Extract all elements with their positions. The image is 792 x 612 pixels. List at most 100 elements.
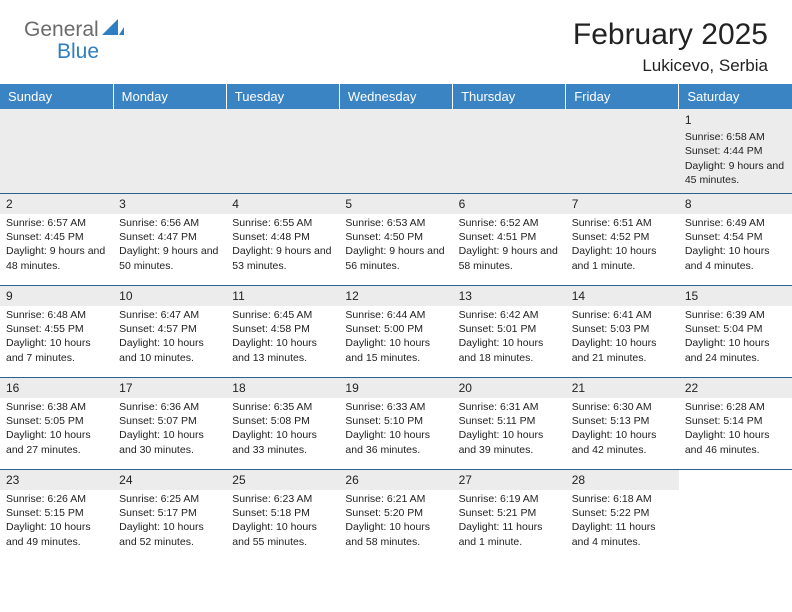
calendar-cell: 20Sunrise: 6:31 AMSunset: 5:11 PMDayligh… <box>453 377 566 469</box>
title-block: February 2025 Lukicevo, Serbia <box>573 18 768 76</box>
day-number: 17 <box>113 378 226 398</box>
day-number: 8 <box>679 194 792 214</box>
calendar-cell <box>113 109 226 193</box>
logo-sail-icon <box>102 19 124 42</box>
calendar-table: SundayMondayTuesdayWednesdayThursdayFrid… <box>0 84 792 561</box>
calendar-cell: 21Sunrise: 6:30 AMSunset: 5:13 PMDayligh… <box>566 377 679 469</box>
day-number: 11 <box>226 286 339 306</box>
calendar-cell: 10Sunrise: 6:47 AMSunset: 4:57 PMDayligh… <box>113 285 226 377</box>
logo-text-general: General <box>24 18 99 42</box>
day-number: 16 <box>0 378 113 398</box>
day-details: Sunrise: 6:47 AMSunset: 4:57 PMDaylight:… <box>119 308 220 365</box>
calendar-cell: 24Sunrise: 6:25 AMSunset: 5:17 PMDayligh… <box>113 469 226 561</box>
day-details: Sunrise: 6:41 AMSunset: 5:03 PMDaylight:… <box>572 308 673 365</box>
calendar-cell: 23Sunrise: 6:26 AMSunset: 5:15 PMDayligh… <box>0 469 113 561</box>
day-details: Sunrise: 6:23 AMSunset: 5:18 PMDaylight:… <box>232 492 333 549</box>
location: Lukicevo, Serbia <box>573 56 768 76</box>
calendar-cell <box>339 109 452 193</box>
day-number: 9 <box>0 286 113 306</box>
calendar-cell <box>679 469 792 561</box>
calendar-cell: 9Sunrise: 6:48 AMSunset: 4:55 PMDaylight… <box>0 285 113 377</box>
calendar-cell: 5Sunrise: 6:53 AMSunset: 4:50 PMDaylight… <box>339 193 452 285</box>
day-details: Sunrise: 6:51 AMSunset: 4:52 PMDaylight:… <box>572 216 673 273</box>
day-header: Monday <box>113 84 226 109</box>
calendar-cell: 1Sunrise: 6:58 AMSunset: 4:44 PMDaylight… <box>679 109 792 193</box>
day-number: 13 <box>453 286 566 306</box>
calendar-cell <box>226 109 339 193</box>
day-details: Sunrise: 6:39 AMSunset: 5:04 PMDaylight:… <box>685 308 786 365</box>
day-number: 24 <box>113 470 226 490</box>
day-number: 23 <box>0 470 113 490</box>
calendar-week-row: 16Sunrise: 6:38 AMSunset: 5:05 PMDayligh… <box>0 377 792 469</box>
calendar-cell: 17Sunrise: 6:36 AMSunset: 5:07 PMDayligh… <box>113 377 226 469</box>
day-number: 20 <box>453 378 566 398</box>
day-details: Sunrise: 6:21 AMSunset: 5:20 PMDaylight:… <box>345 492 446 549</box>
calendar-cell: 26Sunrise: 6:21 AMSunset: 5:20 PMDayligh… <box>339 469 452 561</box>
day-details: Sunrise: 6:19 AMSunset: 5:21 PMDaylight:… <box>459 492 560 549</box>
day-number: 6 <box>453 194 566 214</box>
day-details: Sunrise: 6:57 AMSunset: 4:45 PMDaylight:… <box>6 216 107 273</box>
day-details: Sunrise: 6:35 AMSunset: 5:08 PMDaylight:… <box>232 400 333 457</box>
day-number: 12 <box>339 286 452 306</box>
day-details: Sunrise: 6:38 AMSunset: 5:05 PMDaylight:… <box>6 400 107 457</box>
calendar-cell: 6Sunrise: 6:52 AMSunset: 4:51 PMDaylight… <box>453 193 566 285</box>
calendar-cell: 8Sunrise: 6:49 AMSunset: 4:54 PMDaylight… <box>679 193 792 285</box>
day-number: 2 <box>0 194 113 214</box>
calendar-cell: 14Sunrise: 6:41 AMSunset: 5:03 PMDayligh… <box>566 285 679 377</box>
month-title: February 2025 <box>573 18 768 52</box>
calendar-cell: 7Sunrise: 6:51 AMSunset: 4:52 PMDaylight… <box>566 193 679 285</box>
day-number: 14 <box>566 286 679 306</box>
day-details: Sunrise: 6:31 AMSunset: 5:11 PMDaylight:… <box>459 400 560 457</box>
day-details: Sunrise: 6:58 AMSunset: 4:44 PMDaylight:… <box>685 130 786 187</box>
day-number: 22 <box>679 378 792 398</box>
day-details: Sunrise: 6:28 AMSunset: 5:14 PMDaylight:… <box>685 400 786 457</box>
calendar-cell: 11Sunrise: 6:45 AMSunset: 4:58 PMDayligh… <box>226 285 339 377</box>
day-header: Saturday <box>679 84 792 109</box>
calendar-cell <box>453 109 566 193</box>
logo: General Blue <box>24 18 124 42</box>
day-number: 18 <box>226 378 339 398</box>
header: General Blue February 2025 Lukicevo, Ser… <box>0 0 792 84</box>
calendar-cell: 27Sunrise: 6:19 AMSunset: 5:21 PMDayligh… <box>453 469 566 561</box>
day-number: 5 <box>339 194 452 214</box>
day-details: Sunrise: 6:33 AMSunset: 5:10 PMDaylight:… <box>345 400 446 457</box>
day-number: 28 <box>566 470 679 490</box>
day-header: Wednesday <box>339 84 452 109</box>
calendar-cell: 16Sunrise: 6:38 AMSunset: 5:05 PMDayligh… <box>0 377 113 469</box>
day-number: 26 <box>339 470 452 490</box>
calendar-cell: 28Sunrise: 6:18 AMSunset: 5:22 PMDayligh… <box>566 469 679 561</box>
calendar-cell: 22Sunrise: 6:28 AMSunset: 5:14 PMDayligh… <box>679 377 792 469</box>
calendar-cell: 15Sunrise: 6:39 AMSunset: 5:04 PMDayligh… <box>679 285 792 377</box>
calendar-cell: 2Sunrise: 6:57 AMSunset: 4:45 PMDaylight… <box>0 193 113 285</box>
calendar-cell: 25Sunrise: 6:23 AMSunset: 5:18 PMDayligh… <box>226 469 339 561</box>
day-details: Sunrise: 6:45 AMSunset: 4:58 PMDaylight:… <box>232 308 333 365</box>
logo-text-blue: Blue <box>57 40 99 64</box>
day-details: Sunrise: 6:49 AMSunset: 4:54 PMDaylight:… <box>685 216 786 273</box>
calendar-header-row: SundayMondayTuesdayWednesdayThursdayFrid… <box>0 84 792 109</box>
day-details: Sunrise: 6:26 AMSunset: 5:15 PMDaylight:… <box>6 492 107 549</box>
day-header: Thursday <box>453 84 566 109</box>
day-number: 4 <box>226 194 339 214</box>
day-number: 27 <box>453 470 566 490</box>
day-details: Sunrise: 6:44 AMSunset: 5:00 PMDaylight:… <box>345 308 446 365</box>
calendar-cell: 18Sunrise: 6:35 AMSunset: 5:08 PMDayligh… <box>226 377 339 469</box>
day-details: Sunrise: 6:52 AMSunset: 4:51 PMDaylight:… <box>459 216 560 273</box>
day-number: 3 <box>113 194 226 214</box>
calendar-cell: 3Sunrise: 6:56 AMSunset: 4:47 PMDaylight… <box>113 193 226 285</box>
day-header: Tuesday <box>226 84 339 109</box>
day-number: 19 <box>339 378 452 398</box>
calendar-week-row: 9Sunrise: 6:48 AMSunset: 4:55 PMDaylight… <box>0 285 792 377</box>
calendar-cell: 4Sunrise: 6:55 AMSunset: 4:48 PMDaylight… <box>226 193 339 285</box>
calendar-cell <box>0 109 113 193</box>
calendar-week-row: 2Sunrise: 6:57 AMSunset: 4:45 PMDaylight… <box>0 193 792 285</box>
day-details: Sunrise: 6:30 AMSunset: 5:13 PMDaylight:… <box>572 400 673 457</box>
day-number: 21 <box>566 378 679 398</box>
calendar-cell: 13Sunrise: 6:42 AMSunset: 5:01 PMDayligh… <box>453 285 566 377</box>
day-details: Sunrise: 6:55 AMSunset: 4:48 PMDaylight:… <box>232 216 333 273</box>
calendar-cell: 19Sunrise: 6:33 AMSunset: 5:10 PMDayligh… <box>339 377 452 469</box>
day-header: Friday <box>566 84 679 109</box>
day-details: Sunrise: 6:48 AMSunset: 4:55 PMDaylight:… <box>6 308 107 365</box>
day-details: Sunrise: 6:53 AMSunset: 4:50 PMDaylight:… <box>345 216 446 273</box>
day-number: 15 <box>679 286 792 306</box>
day-header: Sunday <box>0 84 113 109</box>
